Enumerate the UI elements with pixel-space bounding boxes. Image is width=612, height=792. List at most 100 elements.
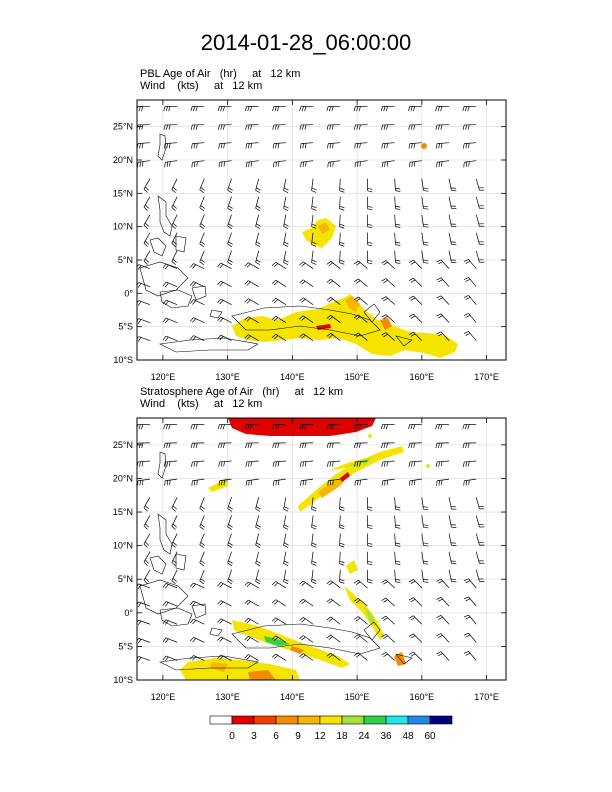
wind-barb [189,655,205,661]
wind-barb [462,124,477,130]
wind-barb [326,261,341,269]
wind-barb [217,636,232,643]
panel1-lat-label: 25°N [113,122,133,132]
wind-barb [421,232,429,246]
wind-barb [255,533,261,548]
wind-barb [381,460,395,467]
panel2-gridlines [137,418,506,680]
wind-barb [245,124,259,130]
colorbar-label: 3 [251,731,257,742]
wind-barb [435,442,450,449]
wind-barb [436,651,450,661]
wind-barb [217,298,232,305]
wind-barb [408,105,422,112]
wind-barb [189,600,205,607]
panel2-lat-label: 25°N [113,440,133,450]
wind-barb [163,442,178,449]
wind-barb [367,497,373,511]
wind-barb [326,580,341,589]
wind-barb [353,105,368,112]
wind-barb [283,497,289,512]
wind-barb [448,178,457,192]
wind-barb [283,533,289,548]
wind-barb [463,460,477,467]
wind-barb [339,497,345,512]
wind-barb [367,214,373,229]
wind-barb [271,297,287,305]
wind-barb [353,332,368,341]
wind-barb [271,315,287,323]
wind-barb [408,277,423,287]
wind-barb [271,617,287,625]
wind-barb [408,633,423,643]
wind-barb [299,598,314,607]
wind-barb [339,178,345,193]
wind-barb [394,569,401,584]
wind-barb [189,618,205,625]
wind-barb [326,634,341,643]
panel1-subtitle: PBL Age of Air (hr) at 12 km Wind (kts) … [140,68,300,92]
wind-barb [137,619,151,626]
wind-barb [381,478,395,486]
wind-barb [244,316,259,323]
panel1-coastlines [139,133,413,353]
panel1-lon-label: 150°E [345,372,370,382]
pbl-shade-orange1 [345,296,360,312]
wind-barb [137,583,151,590]
wind-barb [475,196,485,209]
colorbar-label: 12 [314,731,326,742]
panel1-map: 120°E 130°E 140°E 150°E 160°E 170°E 25°N 20°N 15… [113,99,507,382]
wind-barb [436,277,450,287]
wind-barb [421,497,429,511]
wind-barb [227,515,233,530]
wind-barb [326,124,341,130]
wind-barb [353,616,368,625]
wind-barb [311,569,317,584]
colorbar-label: 9 [295,731,301,742]
strat-shade-left [208,480,228,492]
wind-barb [244,599,259,607]
wind-barb [353,278,368,287]
wind-barb [163,124,178,130]
wind-barb [381,615,395,625]
wind-barb [271,599,287,607]
wind-barb [299,442,314,449]
panel2-lat-label: 0° [124,608,133,618]
wind-barb [326,652,341,661]
wind-barb [217,600,232,607]
wind-barb [272,460,286,467]
wind-barb [463,596,477,607]
wind-barb [394,178,401,192]
wind-barb [271,333,287,341]
panel2-lat-label: 5°N [118,574,133,584]
wind-barb [394,250,401,264]
wind-barb [283,515,289,530]
wind-barb [244,581,259,589]
wind-barb [191,460,205,467]
strat-shade-bottom2 [264,636,290,646]
wind-barb [462,442,477,449]
wind-barb [227,178,233,194]
wind-barb [353,652,368,661]
wind-barb [191,142,205,149]
wind-barb [227,533,233,548]
wind-barb [218,160,232,168]
wind-barb [394,533,401,547]
wind-barb [137,336,151,342]
wind-barb [448,515,457,528]
wind-barb [381,579,395,589]
wind-barb [463,259,477,269]
wind-barb [283,232,289,247]
wind-barb [191,160,205,168]
wind-barb [435,423,450,430]
wind-barb [339,533,345,548]
wind-barb [299,261,314,269]
wind-barb [162,619,178,625]
colorbar-swatch [209,715,233,725]
wind-barb [311,515,317,530]
panel1-lon-label: 120°E [151,372,176,382]
wind-barb [171,551,178,567]
strat-shade-bottom3 [290,646,304,654]
wind-barb [137,478,150,486]
colorbar-label: 24 [358,731,370,742]
